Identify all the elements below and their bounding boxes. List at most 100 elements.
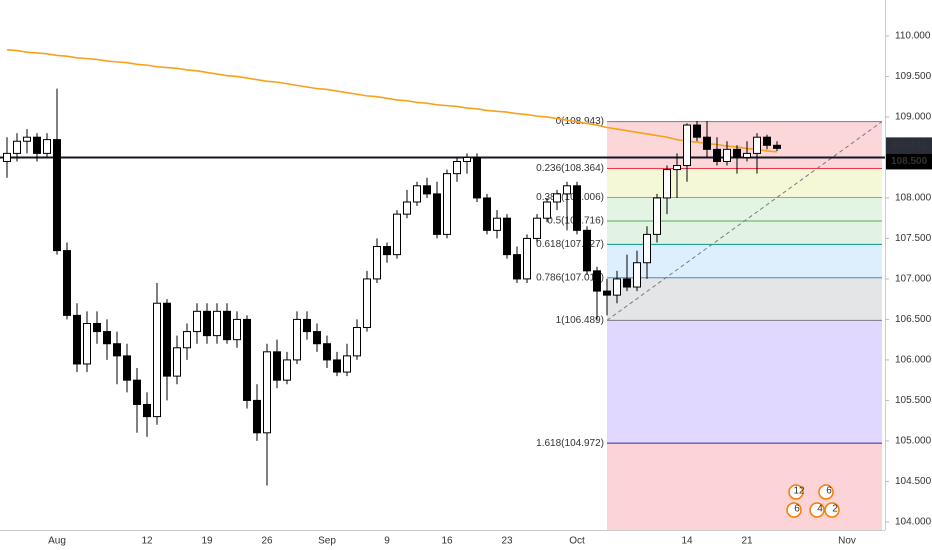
candle-body	[83, 322, 91, 365]
event-count: 12	[793, 486, 805, 497]
x-tick-label: Oct	[569, 536, 585, 547]
y-tick-label: 104.000	[895, 517, 932, 528]
candle-body	[633, 262, 641, 288]
fib-label: 0.618(107.427)	[536, 239, 604, 250]
candle-body	[663, 169, 671, 199]
candle-body	[383, 246, 391, 256]
candle-body	[3, 152, 11, 162]
candle-body	[423, 185, 431, 195]
candle-body	[123, 355, 131, 381]
candle-body	[13, 140, 21, 154]
x-tick-label: 23	[501, 536, 513, 547]
x-tick-label: 16	[441, 536, 453, 547]
candle-body	[153, 302, 161, 418]
candle-body	[593, 270, 601, 292]
y-tick-label: 106.500	[895, 314, 932, 325]
candle-body	[143, 403, 151, 418]
candle-body	[233, 318, 241, 341]
fib-band	[607, 197, 882, 221]
y-tick-label: 105.000	[895, 436, 932, 447]
candle-body	[483, 197, 491, 231]
fib-band	[607, 244, 882, 278]
candle-body	[543, 201, 551, 219]
price-tag	[886, 153, 932, 170]
fib-band	[607, 277, 882, 321]
candle-body	[463, 156, 471, 162]
candle-body	[193, 310, 201, 333]
event-icon	[824, 502, 840, 518]
x-tick-label: Aug	[48, 536, 66, 547]
x-tick-label: 12	[141, 536, 153, 547]
candle-body	[523, 237, 531, 280]
fib-band	[607, 168, 882, 198]
event-icon	[786, 502, 802, 518]
y-tick-label: 110.000	[895, 31, 931, 42]
candle-body	[113, 343, 121, 357]
candle-body	[533, 217, 541, 239]
candle-body	[243, 318, 251, 401]
event-icon	[788, 484, 804, 500]
y-tick-label: 109.000	[895, 112, 932, 123]
candle-body	[413, 185, 421, 203]
candle-body	[763, 136, 771, 146]
fib-band	[607, 320, 882, 444]
candle-body	[493, 217, 501, 231]
event-count: 4	[817, 504, 823, 515]
candle-body	[573, 185, 581, 231]
candle-body	[103, 331, 111, 345]
candle-body	[403, 201, 411, 215]
candle-body	[773, 144, 781, 149]
candle-body	[563, 185, 571, 195]
candle-body	[363, 278, 371, 329]
x-tick-label: 19	[201, 536, 213, 547]
candle-body	[273, 351, 281, 381]
candle-body	[693, 124, 701, 138]
fib-band	[607, 220, 882, 245]
candle-body	[553, 193, 561, 203]
fib-trend-line	[606, 121, 883, 321]
candle-body	[53, 139, 61, 252]
price-tag-label: 108.500	[891, 156, 928, 167]
x-tick-label: 9	[384, 536, 390, 547]
candle-body	[43, 139, 51, 154]
x-tick-label: Nov	[838, 536, 856, 547]
candle-body	[683, 124, 691, 167]
candle-body	[293, 318, 301, 361]
fib-label: 0.382(108.006)	[536, 192, 604, 203]
candle-body	[723, 148, 731, 162]
candle-body	[623, 278, 631, 288]
candle-body	[253, 399, 261, 434]
candle-body	[743, 152, 751, 158]
candle-body	[353, 327, 361, 357]
candle-body	[373, 246, 381, 280]
candle-body	[753, 136, 761, 154]
price-tag-label: 108.612	[891, 140, 928, 151]
candle-body	[73, 314, 81, 365]
y-tick-label: 108.000	[895, 193, 932, 204]
candle-body	[503, 217, 511, 256]
x-tick-label: 21	[741, 536, 753, 547]
candle-body	[263, 351, 271, 434]
candle-body	[173, 347, 181, 377]
y-tick-label: 105.500	[895, 395, 932, 406]
candle-body	[183, 331, 191, 349]
candle-body	[133, 379, 141, 405]
candle-body	[613, 278, 621, 296]
candle-body	[23, 136, 31, 142]
candle-body	[433, 193, 441, 235]
y-tick-label: 109.500	[895, 71, 932, 82]
y-tick-label: 104.500	[895, 476, 932, 487]
candle-body	[643, 233, 651, 264]
candle-body	[443, 173, 451, 235]
candle-body	[33, 136, 41, 154]
candle-body	[63, 250, 71, 316]
event-count: 2	[832, 504, 838, 515]
candle-body	[303, 318, 311, 333]
x-tick-label: Sep	[318, 536, 336, 547]
event-icon	[809, 502, 825, 518]
candle-body	[673, 165, 681, 171]
candle-body	[473, 156, 481, 199]
price-tag	[886, 137, 932, 154]
candle-body	[163, 302, 171, 377]
candle-body	[313, 331, 321, 345]
